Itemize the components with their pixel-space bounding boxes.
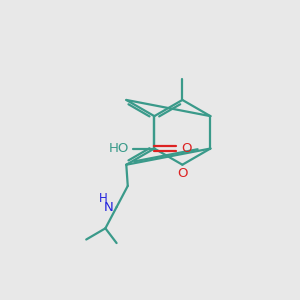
Text: N: N — [103, 201, 113, 214]
Text: O: O — [177, 167, 188, 180]
Text: O: O — [182, 142, 192, 155]
Text: HO: HO — [108, 142, 129, 155]
Text: H: H — [99, 192, 108, 206]
